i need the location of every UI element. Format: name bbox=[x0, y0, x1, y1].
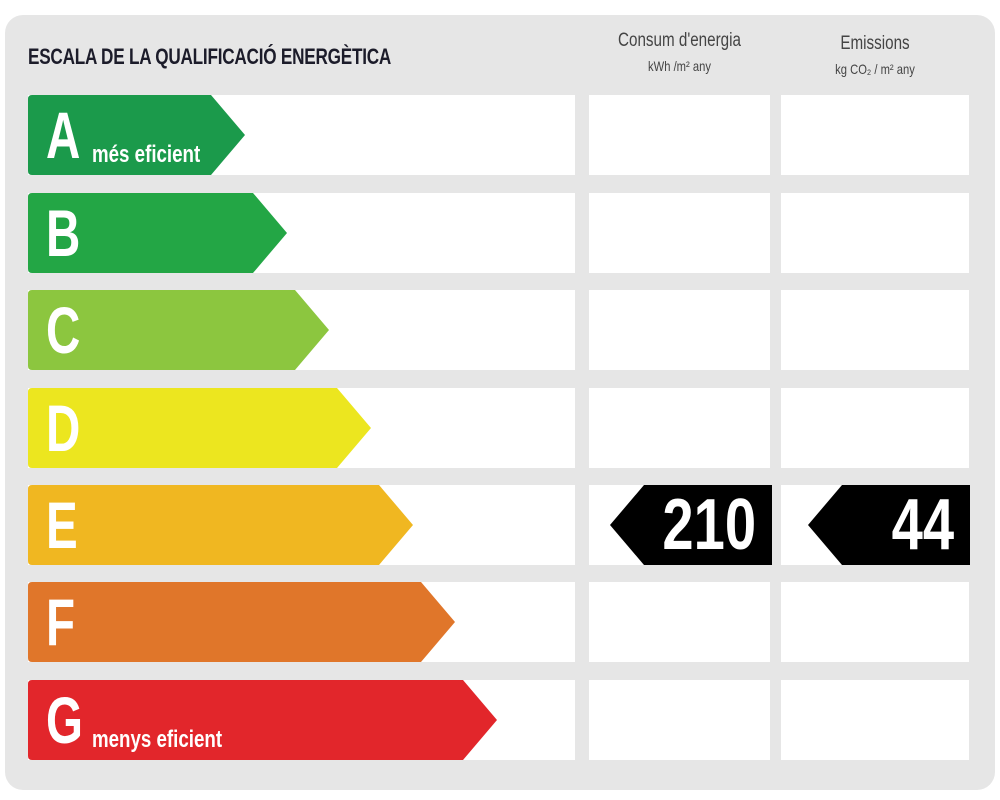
class-description: menys eficient bbox=[92, 726, 223, 753]
class-letter: E bbox=[46, 488, 78, 562]
class-arrow-a: A més eficient bbox=[28, 95, 245, 175]
energy-cell bbox=[589, 582, 770, 662]
energy-cell bbox=[589, 193, 770, 273]
class-arrow-b: B bbox=[28, 193, 287, 273]
class-letter: A bbox=[46, 98, 81, 172]
emissions-cell bbox=[781, 388, 969, 468]
class-arrow-g: G menys eficient bbox=[28, 680, 497, 760]
energy-rating-indicator: 210 bbox=[610, 485, 772, 565]
column-unit: kg CO₂ / m² any bbox=[835, 61, 915, 77]
class-arrow-d: D bbox=[28, 388, 371, 468]
class-description: més eficient bbox=[92, 141, 201, 168]
arrow-shape bbox=[28, 485, 413, 565]
emissions-cell bbox=[781, 193, 969, 273]
column-header-energy: Consum d'energia kWh /m² any bbox=[607, 30, 752, 74]
emissions-cell bbox=[781, 95, 969, 175]
label-title: ESCALA DE LA QUALIFICACIÓ ENERGÈTICA bbox=[28, 44, 392, 69]
indicator-arrow-shape bbox=[610, 485, 772, 565]
energy-cell bbox=[589, 388, 770, 468]
arrow-shape bbox=[28, 388, 371, 468]
arrow-shape bbox=[28, 290, 329, 370]
energy-cell bbox=[589, 290, 770, 370]
arrow-shape bbox=[28, 582, 455, 662]
emissions-rating-indicator: 44 bbox=[808, 485, 970, 565]
class-letter: F bbox=[46, 585, 76, 659]
class-letter: B bbox=[46, 196, 81, 270]
class-arrow-c: C bbox=[28, 290, 329, 370]
class-arrow-e: E bbox=[28, 485, 413, 565]
class-letter: D bbox=[46, 391, 81, 465]
arrow-shape bbox=[28, 193, 287, 273]
column-label: Consum d'energia bbox=[618, 30, 741, 51]
column-label: Emissions bbox=[840, 33, 910, 54]
emissions-cell bbox=[781, 582, 969, 662]
class-letter: C bbox=[46, 293, 81, 367]
energy-cell bbox=[589, 95, 770, 175]
energy-cell bbox=[589, 680, 770, 760]
column-header-emissions: Emissions kg CO₂ / m² any bbox=[800, 33, 950, 77]
indicator-arrow-shape bbox=[808, 485, 970, 565]
class-arrow-f: F bbox=[28, 582, 455, 662]
indicator-value: 210 bbox=[662, 485, 756, 565]
class-letter: G bbox=[46, 683, 83, 757]
emissions-cell bbox=[781, 290, 969, 370]
column-unit: kWh /m² any bbox=[648, 58, 711, 74]
indicator-value: 44 bbox=[891, 485, 954, 565]
arrow-shape bbox=[28, 680, 497, 760]
arrow-shape bbox=[28, 95, 245, 175]
emissions-cell bbox=[781, 680, 969, 760]
